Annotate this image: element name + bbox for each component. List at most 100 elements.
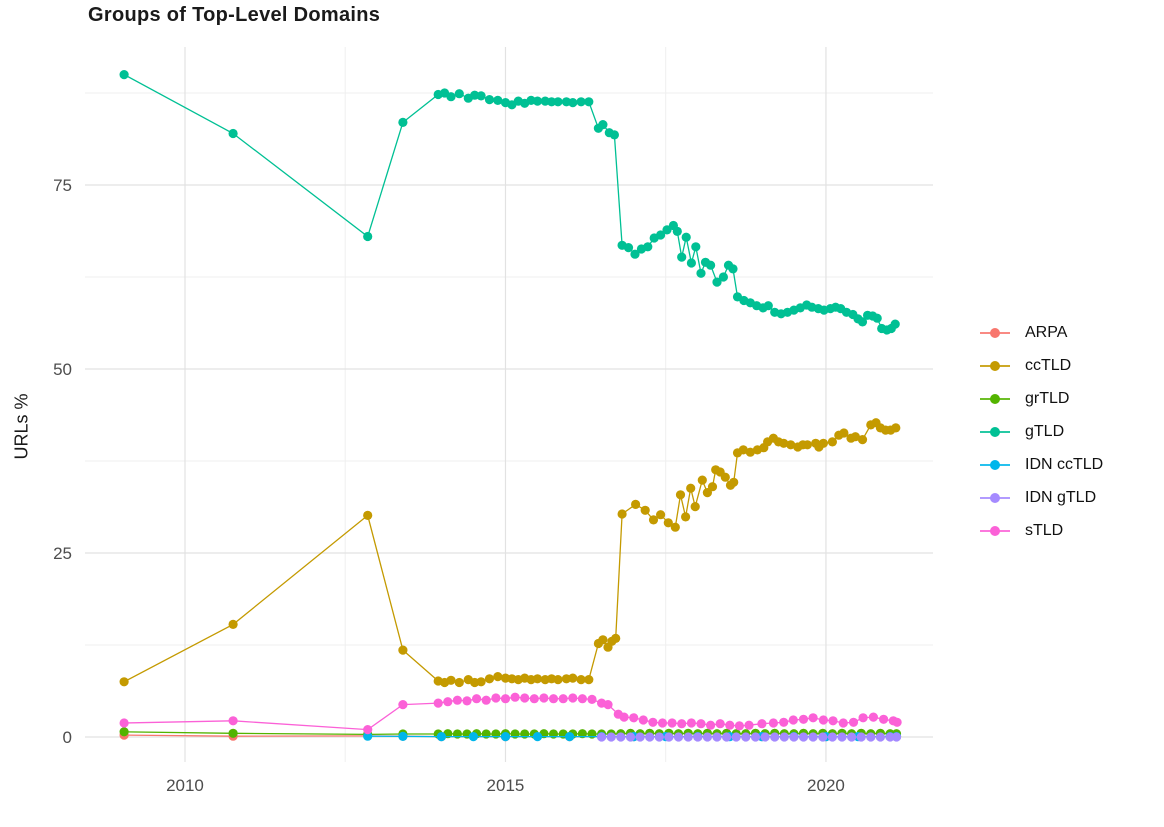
data-point-sTLD [828, 716, 838, 726]
x-tick-label: 2015 [487, 776, 525, 795]
data-point-ccTLD [707, 482, 718, 492]
legend-item-IDN-ccTLD: IDN ccTLD [980, 448, 1103, 481]
data-point-gTLD [553, 97, 563, 107]
data-point-IDN-gTLD [712, 732, 722, 742]
legend-key-icon [980, 525, 1010, 536]
series-line-gTLD [123, 74, 896, 331]
data-point-ccTLD [686, 483, 696, 493]
data-point-IDN-gTLD [635, 732, 645, 742]
data-point-gTLD [476, 91, 486, 101]
data-point-IDN-gTLD [827, 732, 838, 742]
data-point-IDN-gTLD [673, 732, 684, 742]
data-point-IDN-ccTLD [500, 732, 511, 742]
data-point-ccTLD [484, 674, 495, 684]
data-point-ccTLD [631, 499, 641, 509]
data-point-sTLD [433, 698, 443, 708]
data-point-gTLD [872, 313, 882, 323]
data-point-sTLD [744, 720, 754, 730]
data-point-gTLD [609, 130, 620, 140]
data-point-gTLD [643, 242, 653, 252]
data-point-gTLD [691, 242, 701, 252]
legend-label: sTLD [1025, 521, 1064, 539]
data-point-IDN-ccTLD [363, 731, 373, 741]
data-point-gTLD [547, 97, 557, 107]
data-point-gTLD [630, 249, 640, 259]
data-point-sTLD [443, 697, 453, 707]
data-point-ccTLD [568, 673, 578, 683]
data-point-sTLD [603, 700, 613, 710]
data-point-IDN-gTLD [750, 732, 761, 742]
data-point-ccTLD [786, 440, 796, 450]
data-point-gTLD [454, 89, 464, 99]
legend-key-icon [980, 360, 1010, 371]
data-point-gTLD [712, 277, 722, 287]
data-point-sTLD [587, 694, 597, 705]
legend-item-sTLD: sTLD [980, 514, 1103, 547]
data-point-IDN-gTLD [891, 732, 902, 742]
data-point-gTLD [568, 98, 578, 108]
data-point-gTLD [681, 232, 691, 242]
data-point-IDN-gTLD [779, 732, 789, 742]
data-point-IDN-gTLD [818, 732, 828, 742]
data-point-sTLD [452, 695, 462, 705]
data-point-ccTLD [228, 619, 238, 630]
data-point-IDN-gTLD [808, 732, 818, 742]
data-point-IDN-ccTLD [468, 732, 478, 742]
x-tick-label: 2020 [807, 776, 845, 795]
data-point-IDN-ccTLD [532, 732, 543, 742]
data-point-gTLD [763, 301, 773, 311]
legend-label: grTLD [1025, 389, 1070, 407]
data-point-IDN-gTLD [798, 732, 809, 742]
data-point-IDN-ccTLD [436, 732, 446, 742]
data-point-ccTLD [745, 447, 755, 457]
data-point-IDN-gTLD [885, 732, 895, 742]
legend-key-icon [980, 393, 1010, 404]
data-point-sTLD [848, 717, 859, 727]
data-point-sTLD [568, 693, 578, 703]
data-point-sTLD [768, 718, 779, 728]
data-point-IDN-gTLD [847, 732, 857, 742]
data-point-ccTLD [675, 490, 686, 500]
data-point-sTLD [686, 718, 697, 728]
data-point-IDN-gTLD [866, 732, 876, 742]
data-point-sTLD [838, 718, 848, 728]
data-point-ccTLD [738, 445, 748, 455]
data-point-IDN-gTLD [606, 732, 616, 742]
data-point-ccTLD [697, 475, 707, 485]
data-point-IDN-gTLD [616, 732, 626, 742]
data-point-gTLD [576, 97, 586, 107]
data-point-ccTLD [454, 677, 464, 688]
data-point-sTLD [577, 694, 588, 704]
data-point-gTLD [686, 258, 697, 268]
data-point-ccTLD [891, 423, 901, 433]
data-point-sTLD [510, 692, 520, 702]
data-point-ccTLD [640, 505, 650, 515]
data-point-sTLD [629, 713, 639, 723]
legend-key-icon [980, 492, 1010, 503]
data-point-IDN-gTLD [625, 732, 636, 742]
data-point-ccTLD [656, 510, 666, 520]
data-point-IDN-ccTLD [565, 732, 575, 742]
legend: ARPA ccTLD grTLD gTLD IDN ccTLD IDN gTLD sTLD [980, 316, 1103, 547]
data-point-ccTLD [584, 675, 594, 685]
legend-label: IDN ccTLD [1025, 455, 1104, 473]
data-point-IDN-gTLD [664, 732, 674, 742]
data-point-gTLD [493, 95, 503, 105]
data-point-ccTLD [363, 510, 373, 520]
data-point-gTLD [662, 225, 672, 235]
legend-item-grTLD: grTLD [980, 382, 1103, 415]
data-point-gTLD [857, 317, 868, 327]
data-point-sTLD [539, 693, 549, 703]
data-point-gTLD [363, 231, 373, 242]
data-point-sTLD [619, 712, 629, 722]
data-point-sTLD [798, 714, 809, 724]
data-point-ccTLD [670, 522, 680, 532]
data-point-sTLD [398, 700, 408, 710]
chart-title: Groups of Top-Level Domains [88, 4, 381, 26]
data-point-sTLD [858, 713, 868, 723]
data-point-sTLD [725, 720, 735, 730]
data-point-gTLD [532, 96, 543, 106]
data-point-sTLD [481, 695, 491, 705]
data-point-sTLD [757, 719, 767, 729]
